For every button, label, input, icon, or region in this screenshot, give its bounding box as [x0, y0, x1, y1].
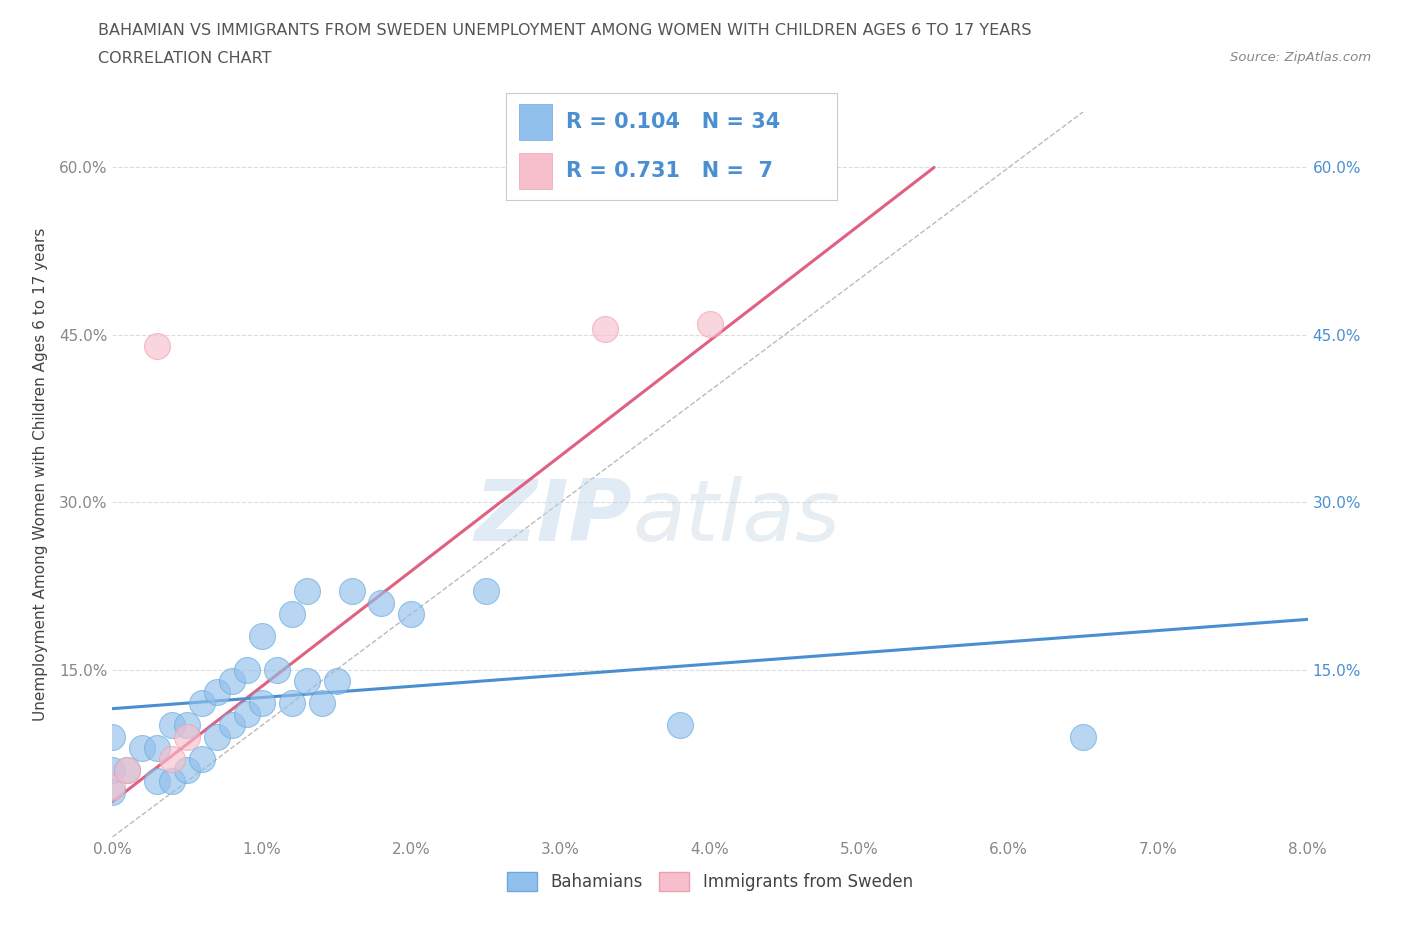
- Point: [176, 763, 198, 777]
- Point: [101, 779, 124, 794]
- Point: [250, 629, 273, 644]
- Point: [325, 673, 347, 688]
- Point: [191, 751, 214, 766]
- Point: [699, 316, 721, 331]
- Point: [236, 662, 259, 677]
- Point: [176, 718, 198, 733]
- Point: [250, 696, 273, 711]
- Point: [281, 606, 304, 621]
- Point: [221, 718, 243, 733]
- Text: Source: ZipAtlas.com: Source: ZipAtlas.com: [1230, 51, 1371, 64]
- Point: [266, 662, 288, 677]
- Text: ZIP: ZIP: [475, 476, 633, 559]
- Point: [669, 718, 692, 733]
- Point: [146, 774, 169, 789]
- Point: [295, 673, 318, 688]
- Point: [117, 763, 139, 777]
- Point: [595, 322, 617, 337]
- Text: atlas: atlas: [633, 476, 841, 559]
- Text: CORRELATION CHART: CORRELATION CHART: [98, 51, 271, 66]
- Legend: Bahamians, Immigrants from Sweden: Bahamians, Immigrants from Sweden: [501, 865, 920, 897]
- Point: [146, 740, 169, 755]
- Point: [162, 751, 183, 766]
- Point: [340, 584, 363, 599]
- Point: [295, 584, 318, 599]
- FancyBboxPatch shape: [519, 104, 553, 140]
- Text: R = 0.104   N = 34: R = 0.104 N = 34: [565, 112, 780, 132]
- Text: R = 0.731   N =  7: R = 0.731 N = 7: [565, 161, 773, 181]
- FancyBboxPatch shape: [519, 153, 553, 190]
- Point: [311, 696, 333, 711]
- Point: [370, 595, 392, 610]
- Point: [281, 696, 304, 711]
- Point: [1073, 729, 1095, 744]
- Point: [101, 763, 124, 777]
- Y-axis label: Unemployment Among Women with Children Ages 6 to 17 years: Unemployment Among Women with Children A…: [32, 228, 48, 721]
- Point: [162, 718, 183, 733]
- Point: [401, 606, 423, 621]
- Point: [162, 774, 183, 789]
- Point: [176, 729, 198, 744]
- Point: [101, 729, 124, 744]
- Point: [131, 740, 153, 755]
- Point: [191, 696, 214, 711]
- Point: [205, 684, 228, 699]
- Point: [205, 729, 228, 744]
- Point: [117, 763, 139, 777]
- Point: [146, 339, 169, 353]
- Point: [236, 707, 259, 722]
- Point: [221, 673, 243, 688]
- Text: BAHAMIAN VS IMMIGRANTS FROM SWEDEN UNEMPLOYMENT AMONG WOMEN WITH CHILDREN AGES 6: BAHAMIAN VS IMMIGRANTS FROM SWEDEN UNEMP…: [98, 23, 1032, 38]
- Point: [475, 584, 498, 599]
- Point: [101, 785, 124, 800]
